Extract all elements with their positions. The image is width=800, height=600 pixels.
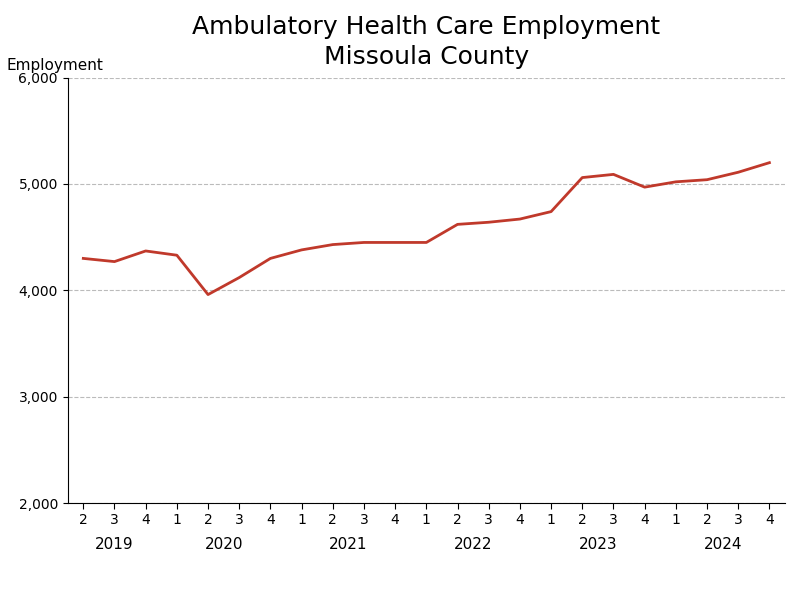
Title: Ambulatory Health Care Employment
Missoula County: Ambulatory Health Care Employment Missou… bbox=[192, 15, 661, 69]
Text: 2022: 2022 bbox=[454, 537, 492, 552]
Text: 2019: 2019 bbox=[95, 537, 134, 552]
Text: 2024: 2024 bbox=[703, 537, 742, 552]
Text: Employment: Employment bbox=[6, 58, 104, 73]
Text: 2023: 2023 bbox=[578, 537, 617, 552]
Text: 2020: 2020 bbox=[204, 537, 243, 552]
Text: 2021: 2021 bbox=[329, 537, 368, 552]
